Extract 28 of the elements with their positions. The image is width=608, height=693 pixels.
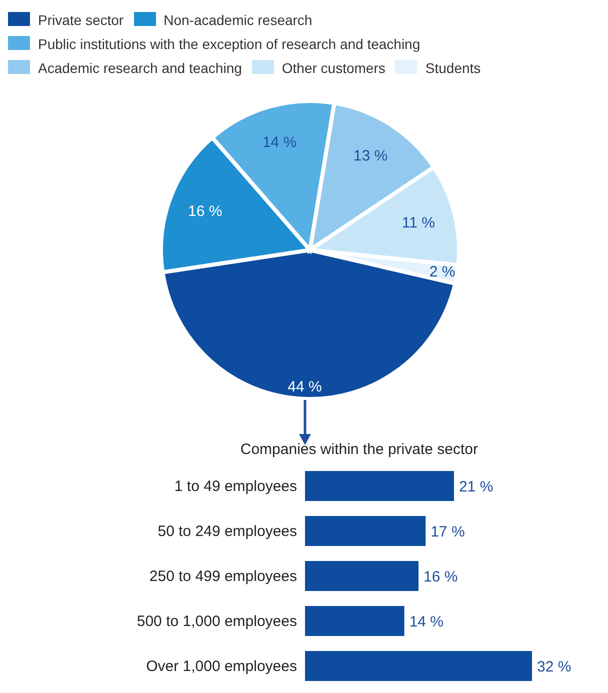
chart-title: Companies within the private sector xyxy=(239,441,478,460)
data-label: 2 % xyxy=(429,263,456,280)
legend-label: Other customers xyxy=(280,59,386,78)
data-label: 44 % xyxy=(288,378,322,396)
bar xyxy=(305,561,418,591)
data-label: 32 % xyxy=(537,658,572,676)
y-tick-label: 500 to 1,000 employees xyxy=(136,612,297,630)
data-label: 11 % xyxy=(402,214,435,232)
data-label: 14 % xyxy=(262,134,297,151)
y-tick-label: 1 to 49 employees xyxy=(174,478,297,495)
data-label: 16 % xyxy=(424,568,458,586)
data-label: 13 % xyxy=(353,148,388,165)
legend-label: Public institutions with the exception of research and teaching xyxy=(37,35,420,54)
y-tick-label: 50 to 249 employees xyxy=(158,522,297,540)
y-tick-label: 250 to 499 employees xyxy=(149,568,297,585)
y-tick-label: Over 1,000 employees xyxy=(146,658,297,675)
legend-label: Non-academic research xyxy=(162,11,312,30)
data-label: 17 % xyxy=(430,523,465,540)
legend-label: Students xyxy=(424,60,481,76)
bar xyxy=(305,516,426,546)
legend-label: Private sector xyxy=(37,11,124,30)
bar xyxy=(305,471,454,501)
legend-label: Academic research and teaching xyxy=(37,59,242,78)
data-label: 16 % xyxy=(188,202,222,220)
bar xyxy=(305,651,532,681)
data-label: 14 % xyxy=(409,613,444,630)
data-label: 21 % xyxy=(458,478,494,496)
bar xyxy=(305,606,404,636)
